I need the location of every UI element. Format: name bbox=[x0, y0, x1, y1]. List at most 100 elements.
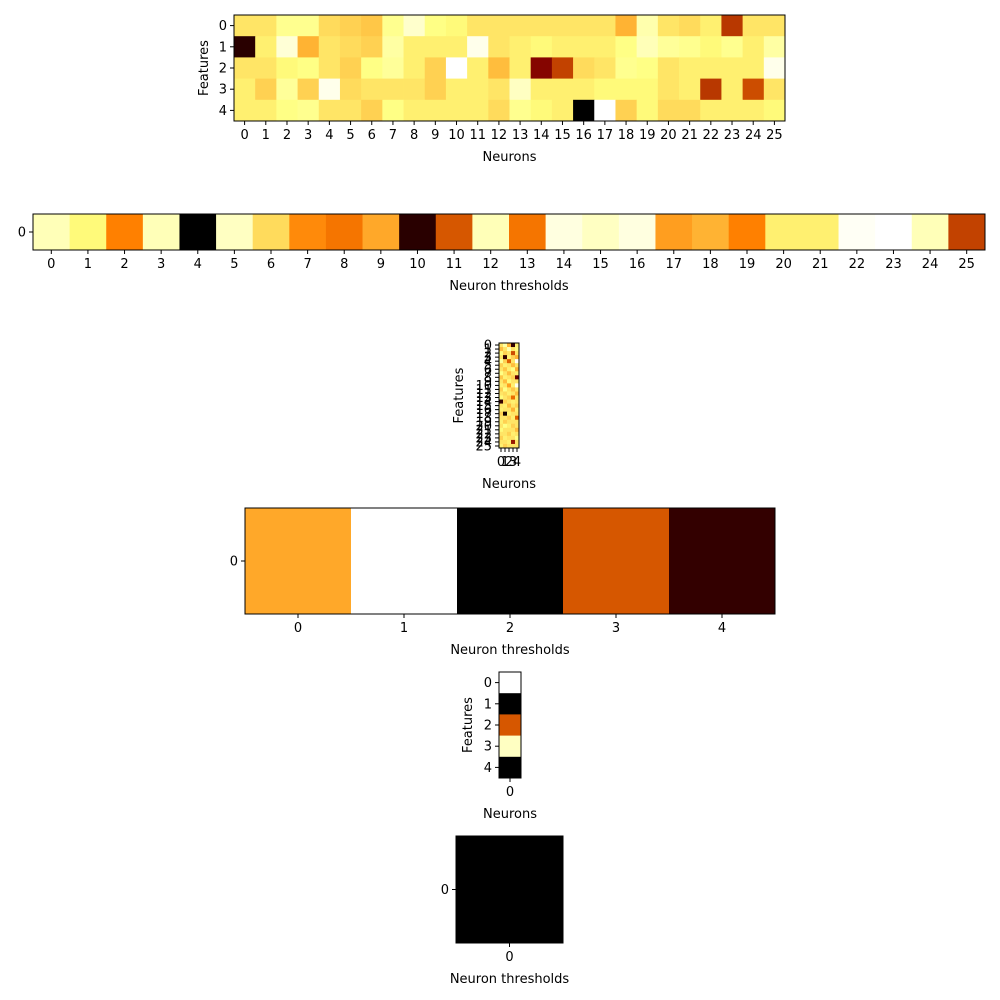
heatmap-cell bbox=[511, 375, 516, 380]
heatmap-cell bbox=[507, 399, 512, 404]
heatmap-cell bbox=[503, 351, 508, 356]
x-tick-label: 21 bbox=[812, 257, 829, 272]
heatmap-cell bbox=[615, 15, 638, 37]
heatmap-cell bbox=[515, 383, 520, 388]
x-tick-label: 19 bbox=[639, 128, 656, 143]
heatmap-cell bbox=[679, 15, 701, 37]
heatmap-cell bbox=[507, 391, 512, 396]
heatmap-cell bbox=[509, 78, 532, 101]
heatmap-panel-1: 0 1 2 3 4 5 6 7 8 9 10 11 12 13 14 15 16 17 18 19 20 21 22 23 24… bbox=[18, 213, 986, 294]
heatmap-cell bbox=[507, 403, 512, 409]
heatmap-cell bbox=[467, 36, 489, 58]
heatmap-cell bbox=[636, 36, 659, 58]
x-axis-label: Neuron thresholds bbox=[449, 279, 569, 294]
heatmap-cell bbox=[765, 214, 803, 251]
heatmap-cell bbox=[511, 395, 516, 400]
heatmap-cell bbox=[509, 15, 532, 37]
x-tick-label: 2 bbox=[506, 621, 514, 636]
y-tick-label: 4 bbox=[484, 761, 492, 776]
heatmap-cell bbox=[657, 36, 680, 58]
x-tick-label: 13 bbox=[519, 257, 536, 272]
heatmap-cell bbox=[499, 419, 504, 425]
heatmap-cell bbox=[679, 78, 701, 101]
x-tick-label: 0 bbox=[240, 128, 248, 143]
heatmap-cell bbox=[507, 359, 512, 364]
heatmap-cell bbox=[530, 99, 553, 122]
heatmap-cell bbox=[563, 508, 670, 615]
heatmap-cell bbox=[721, 99, 744, 122]
heatmap-cell bbox=[424, 78, 447, 101]
x-tick-label: 1 bbox=[501, 455, 509, 470]
heatmap-cell bbox=[763, 15, 786, 37]
heatmap-cell bbox=[234, 15, 256, 37]
heatmap-cell bbox=[507, 351, 512, 356]
x-tick-label: 10 bbox=[409, 257, 426, 272]
heatmap-cell bbox=[515, 439, 520, 445]
x-tick-label: 4 bbox=[513, 455, 521, 470]
y-tick-label: 0 bbox=[484, 676, 492, 691]
heatmap-cell bbox=[318, 15, 341, 37]
heatmap-cell bbox=[511, 359, 516, 364]
heatmap-cell bbox=[615, 36, 638, 58]
x-tick-label: 15 bbox=[592, 257, 609, 272]
heatmap-cell bbox=[573, 15, 595, 37]
heatmap-cell bbox=[515, 423, 520, 429]
heatmap-cell bbox=[511, 411, 516, 417]
heatmap-cell bbox=[721, 36, 744, 58]
heatmap-cell bbox=[488, 57, 510, 79]
heatmap-cell bbox=[511, 403, 516, 409]
y-tick-label: 21 bbox=[475, 423, 492, 438]
y-tick-label: 9 bbox=[484, 375, 492, 390]
heatmap-cell bbox=[503, 383, 508, 388]
y-tick-label: 8 bbox=[484, 371, 492, 386]
heatmap-cell bbox=[216, 214, 254, 251]
heatmap-cell bbox=[509, 36, 532, 58]
heatmap-cell bbox=[507, 419, 512, 425]
heatmap-cell bbox=[503, 355, 508, 360]
x-axis-label: Neurons bbox=[482, 477, 536, 492]
x-tick-label: 5 bbox=[230, 257, 238, 272]
heatmap-cell bbox=[499, 427, 504, 433]
heatmap-cell bbox=[509, 99, 532, 122]
heatmap-cell bbox=[234, 57, 256, 79]
heatmap-cell bbox=[721, 57, 744, 79]
heatmap-cell bbox=[511, 439, 516, 445]
heatmap-cell bbox=[503, 367, 508, 372]
heatmap-cell bbox=[499, 756, 522, 779]
heatmap-cell bbox=[511, 435, 516, 441]
heatmap-cell bbox=[503, 399, 508, 404]
heatmap-cell bbox=[499, 363, 504, 368]
heatmap-cell bbox=[515, 407, 520, 413]
heatmap-cell bbox=[911, 214, 949, 251]
heatmap-cell bbox=[499, 443, 504, 449]
x-tick-label: 3 bbox=[157, 257, 165, 272]
x-tick-label: 12 bbox=[491, 128, 508, 143]
heatmap-cell bbox=[507, 347, 512, 352]
x-tick-label: 0 bbox=[505, 950, 513, 965]
heatmap-cell bbox=[179, 214, 217, 251]
heatmap-cell bbox=[594, 57, 616, 79]
heatmap-cell bbox=[515, 403, 520, 409]
heatmap-cell bbox=[339, 15, 362, 37]
heatmap-cell bbox=[435, 214, 473, 251]
heatmap-cell bbox=[838, 214, 876, 251]
heatmap-cell bbox=[245, 508, 352, 615]
heatmap-cell bbox=[515, 343, 520, 348]
heatmap-cell bbox=[339, 78, 362, 101]
heatmap-cell bbox=[499, 672, 522, 694]
x-tick-label: 15 bbox=[554, 128, 571, 143]
heatmap-cell bbox=[503, 443, 508, 449]
y-tick-label: 4 bbox=[219, 104, 227, 119]
heatmap-cell bbox=[763, 36, 786, 58]
heatmap-cell bbox=[499, 395, 504, 400]
heatmap-cell bbox=[573, 99, 595, 122]
heatmap-cell bbox=[467, 57, 489, 79]
y-tick-label: 7 bbox=[484, 367, 492, 382]
heatmap-cell bbox=[515, 395, 520, 400]
x-tick-label: 2 bbox=[120, 257, 128, 272]
heatmap-cell bbox=[507, 427, 512, 433]
x-tick-label: 0 bbox=[47, 257, 55, 272]
y-tick-label: 19 bbox=[475, 415, 492, 430]
heatmap-cell bbox=[721, 15, 744, 37]
heatmap-cell bbox=[488, 78, 510, 101]
